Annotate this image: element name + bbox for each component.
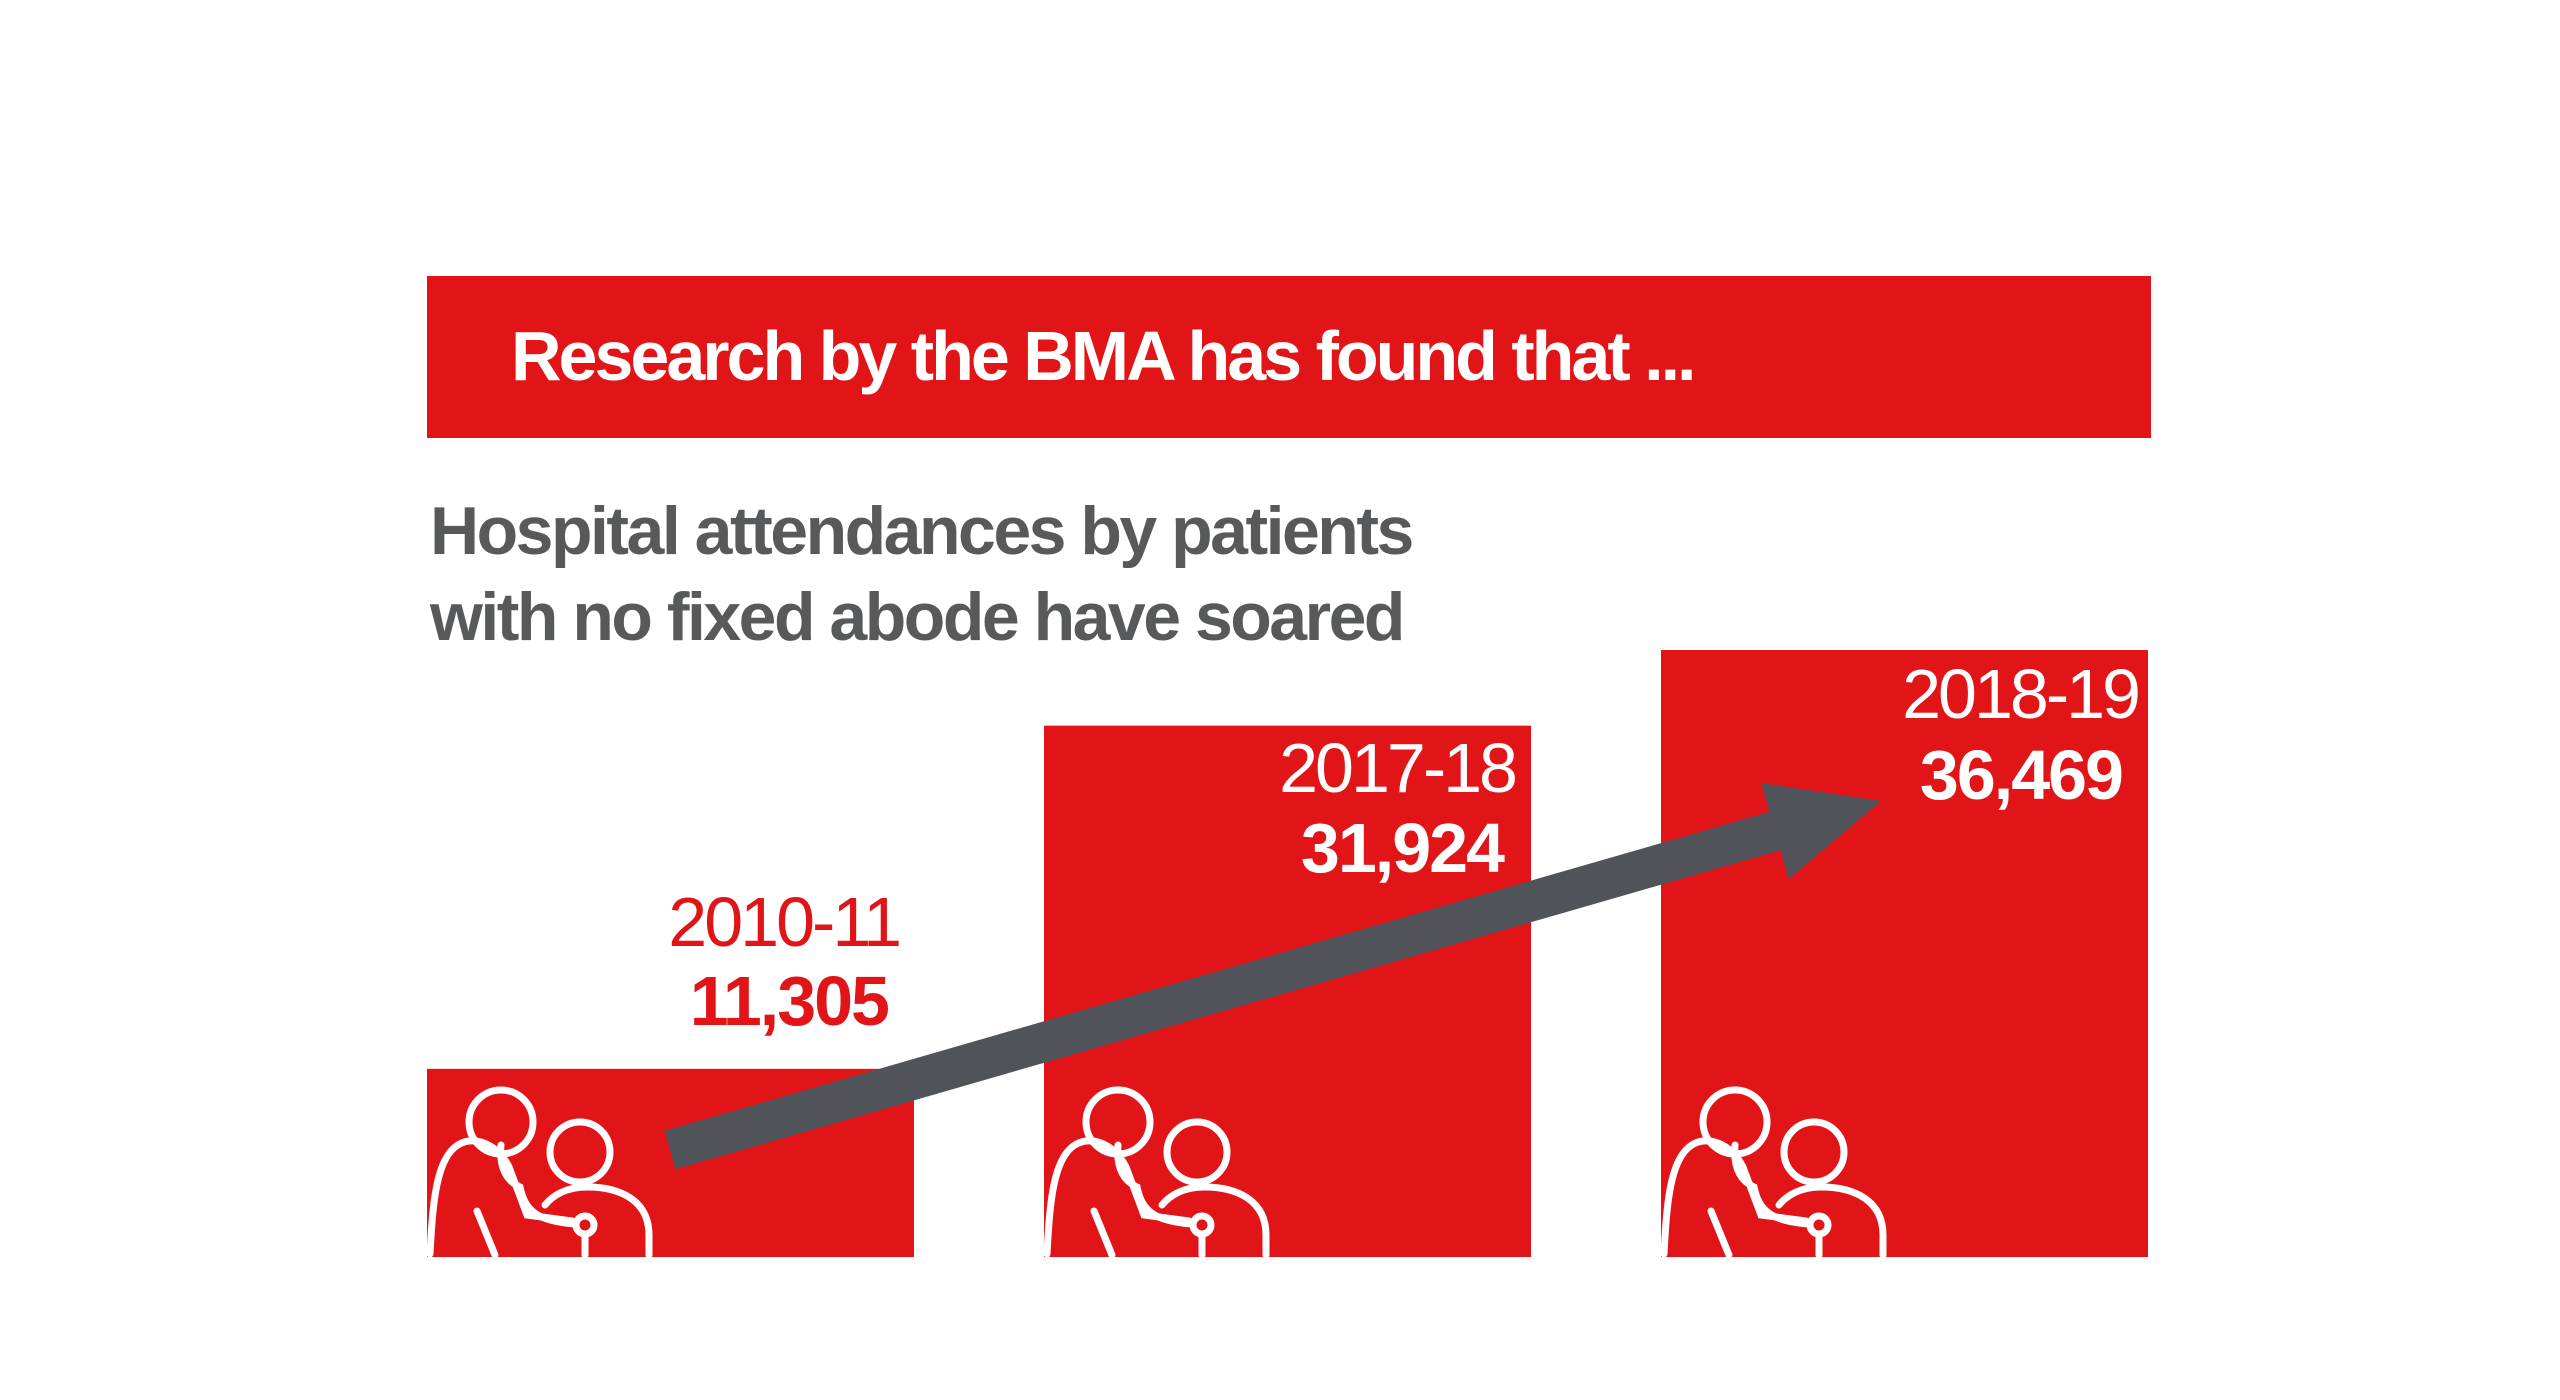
up-arrow-icon (664, 783, 1881, 1170)
category-label: 2010-11 (668, 883, 902, 961)
doctor-patient-icon (426, 1086, 653, 1259)
headline-text: Research by the BMA has found that ... (511, 317, 1696, 395)
chart-title-line1: Hospital attendances by patients (430, 493, 1414, 569)
category-label: 2018-19 (1902, 655, 2141, 733)
value-label: 11,305 (689, 962, 890, 1040)
value-label: 36,469 (1919, 736, 2124, 814)
chart-title-line2: with no fixed abode have soared (430, 579, 1405, 655)
doctor-patient-icon (1660, 1086, 1887, 1259)
chart-title: Hospital attendances by patients with no… (430, 488, 1414, 660)
doctor-patient-icon (1043, 1086, 1270, 1259)
value-label: 31,924 (1300, 809, 1505, 887)
headline-banner: Research by the BMA has found that ... (427, 276, 2151, 438)
category-label: 2017-18 (1279, 729, 1518, 807)
